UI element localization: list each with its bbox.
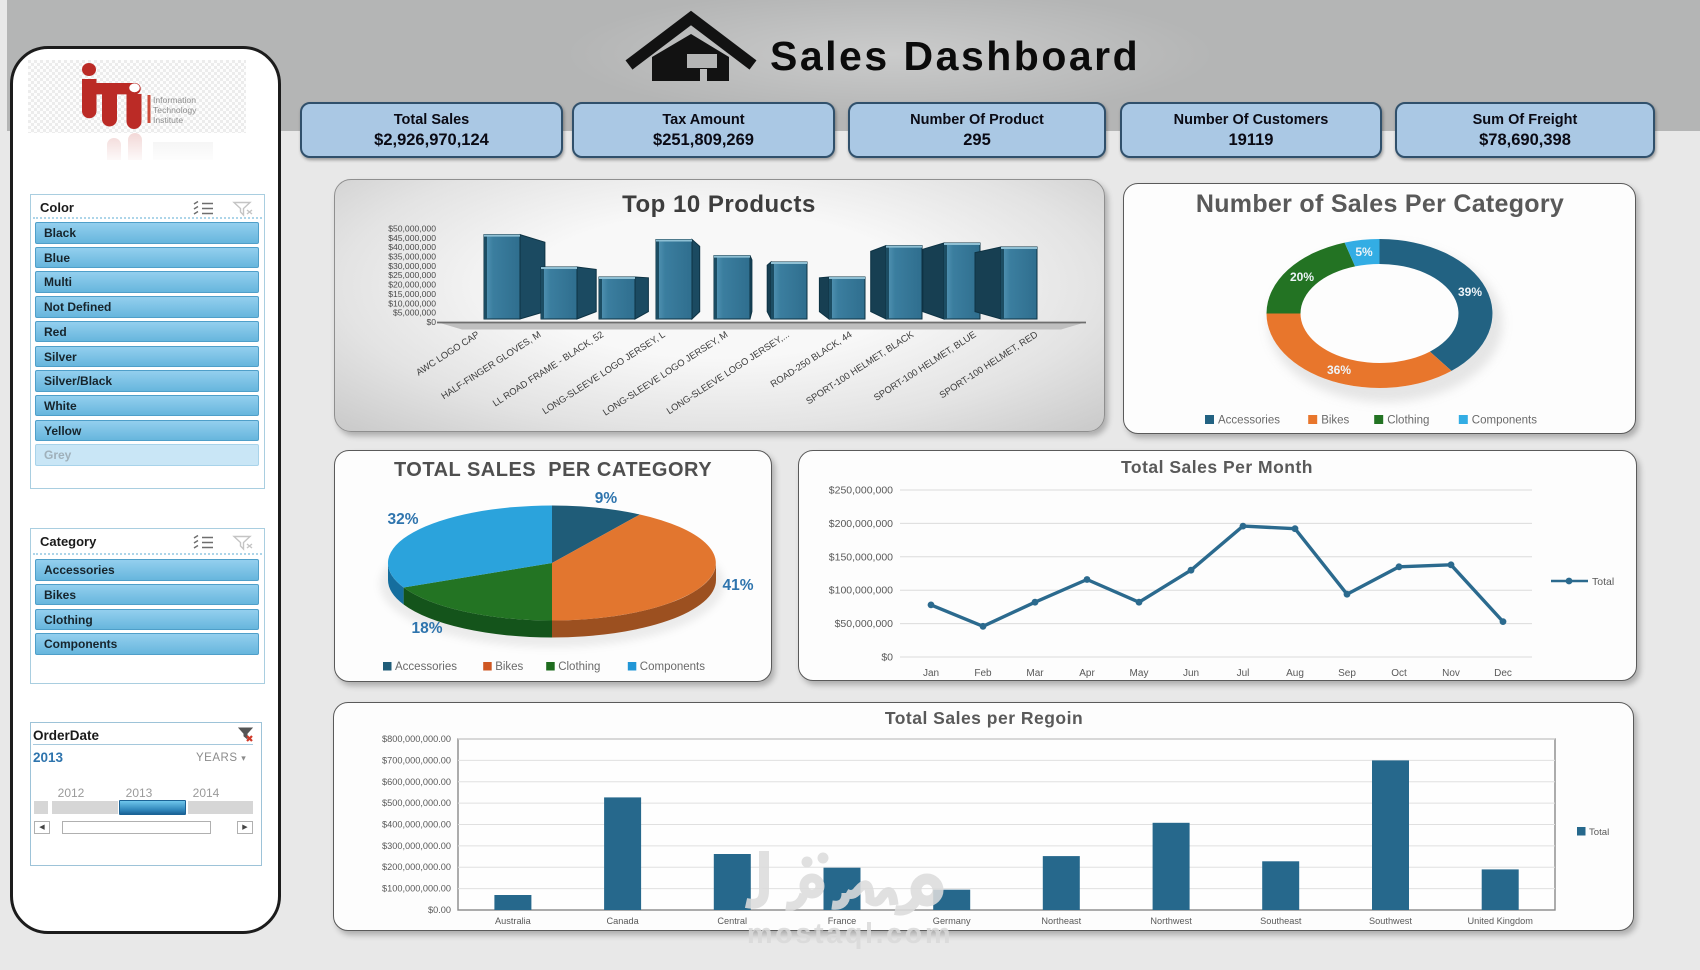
svg-text:Institute: Institute: [153, 115, 183, 125]
svg-text:Information: Information: [153, 95, 196, 105]
svg-text:Technology: Technology: [153, 105, 197, 115]
